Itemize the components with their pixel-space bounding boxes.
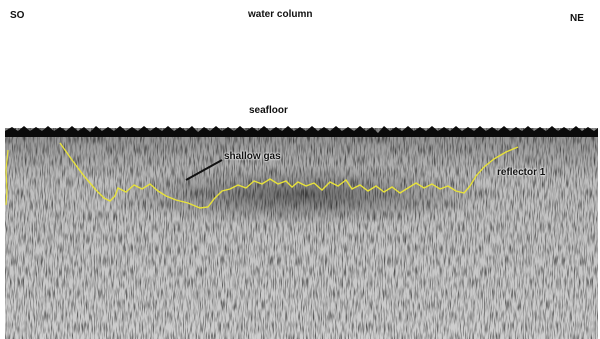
gas-zone	[100, 165, 500, 225]
shallow-gas-pointer	[185, 159, 223, 181]
water-column-label: water column	[248, 9, 313, 20]
direction-label-left: SO	[10, 10, 25, 21]
reflector-label: reflector 1	[497, 167, 546, 178]
seafloor-label: seafloor	[249, 105, 288, 116]
sub-bottom-section	[5, 128, 598, 339]
reflector-line	[59, 142, 519, 209]
shallow-gas-label: shallow gas	[224, 151, 281, 162]
reflector-left-trace	[5, 149, 9, 206]
direction-label-right: NE	[570, 13, 584, 24]
seafloor-band	[5, 126, 598, 137]
